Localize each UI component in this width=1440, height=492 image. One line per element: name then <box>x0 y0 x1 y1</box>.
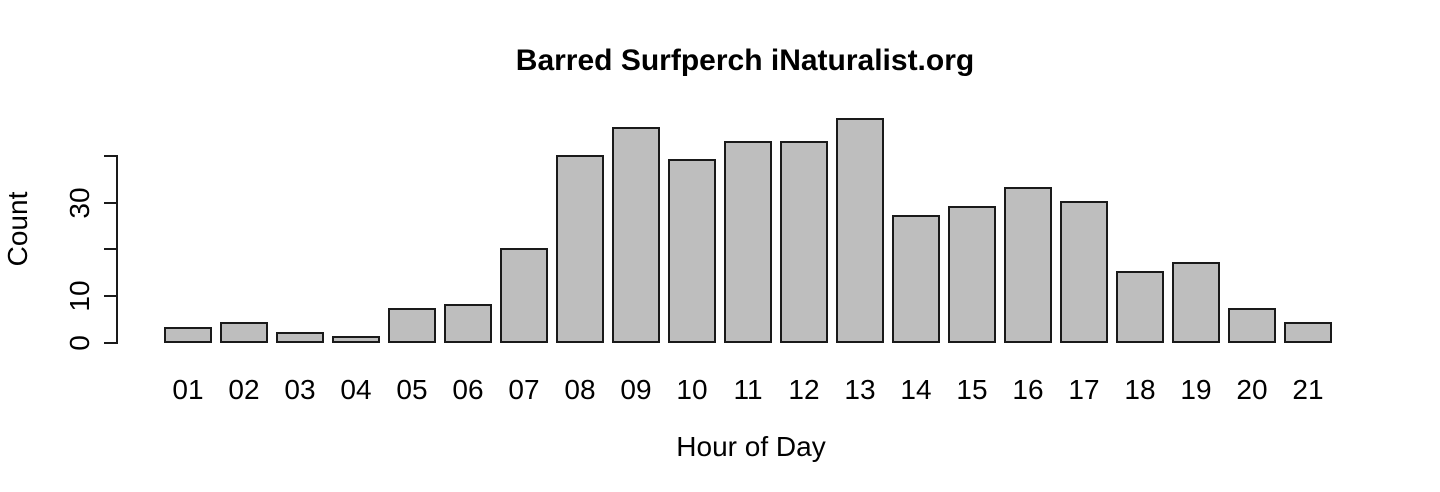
x-category-label: 12 <box>788 374 820 405</box>
x-category-label: 10 <box>676 374 708 405</box>
x-category-label: 16 <box>1012 374 1044 405</box>
bar-hour-01 <box>164 327 212 343</box>
bar-hour-04 <box>332 336 380 343</box>
bar-hour-15 <box>948 206 996 343</box>
bar-hour-21 <box>1284 322 1332 343</box>
y-tick-mark <box>104 341 116 344</box>
bar-hour-08 <box>556 154 604 343</box>
bar-hour-18 <box>1116 271 1164 343</box>
y-axis-title: Count <box>2 191 33 267</box>
x-category-label: 19 <box>1180 374 1212 405</box>
x-category-label: 15 <box>956 374 988 405</box>
bar-hour-11 <box>724 140 772 343</box>
x-category-label: 17 <box>1068 374 1100 405</box>
bar-hour-03 <box>276 331 324 343</box>
x-axis-title: Hour of Day <box>676 431 826 462</box>
y-tick-mark <box>104 248 116 251</box>
x-category-label: 14 <box>900 374 932 405</box>
bar-hour-10 <box>668 159 716 343</box>
x-category-label: 03 <box>284 374 316 405</box>
chart-title: Barred Surfperch iNaturalist.org <box>515 44 975 77</box>
x-category-label: 06 <box>452 374 484 405</box>
x-category-label: 08 <box>564 374 596 405</box>
y-tick-mark <box>104 294 116 297</box>
bar-hour-20 <box>1228 308 1276 343</box>
x-category-label: 05 <box>396 374 428 405</box>
y-tick-mark <box>104 155 116 158</box>
x-category-label: 09 <box>620 374 652 405</box>
x-category-label: 11 <box>733 374 763 405</box>
x-category-label: 01 <box>172 374 204 405</box>
bar-hour-09 <box>612 126 660 343</box>
y-tick-label: 30 <box>64 187 95 219</box>
bar-hour-07 <box>500 247 548 343</box>
bar-hour-05 <box>388 308 436 343</box>
bar-hour-02 <box>220 322 268 343</box>
y-tick-label: 10 <box>64 280 95 312</box>
bar-hour-12 <box>780 140 828 343</box>
bar-hour-16 <box>1004 187 1052 343</box>
x-category-label: 07 <box>508 374 540 405</box>
bar-hour-17 <box>1060 201 1108 343</box>
x-category-label: 04 <box>340 374 372 405</box>
x-category-label: 18 <box>1124 374 1156 405</box>
x-category-label: 21 <box>1292 374 1324 405</box>
x-category-label: 20 <box>1236 374 1268 405</box>
y-axis-line <box>115 155 118 344</box>
y-tick-mark <box>104 201 116 204</box>
bar-hour-19 <box>1172 261 1220 343</box>
x-category-label: 13 <box>844 374 876 405</box>
y-tick-label: 0 <box>64 334 95 351</box>
x-category-label: 02 <box>228 374 260 405</box>
bar-hour-14 <box>892 215 940 343</box>
bar-hour-13 <box>836 117 884 343</box>
bar-hour-06 <box>444 303 492 343</box>
